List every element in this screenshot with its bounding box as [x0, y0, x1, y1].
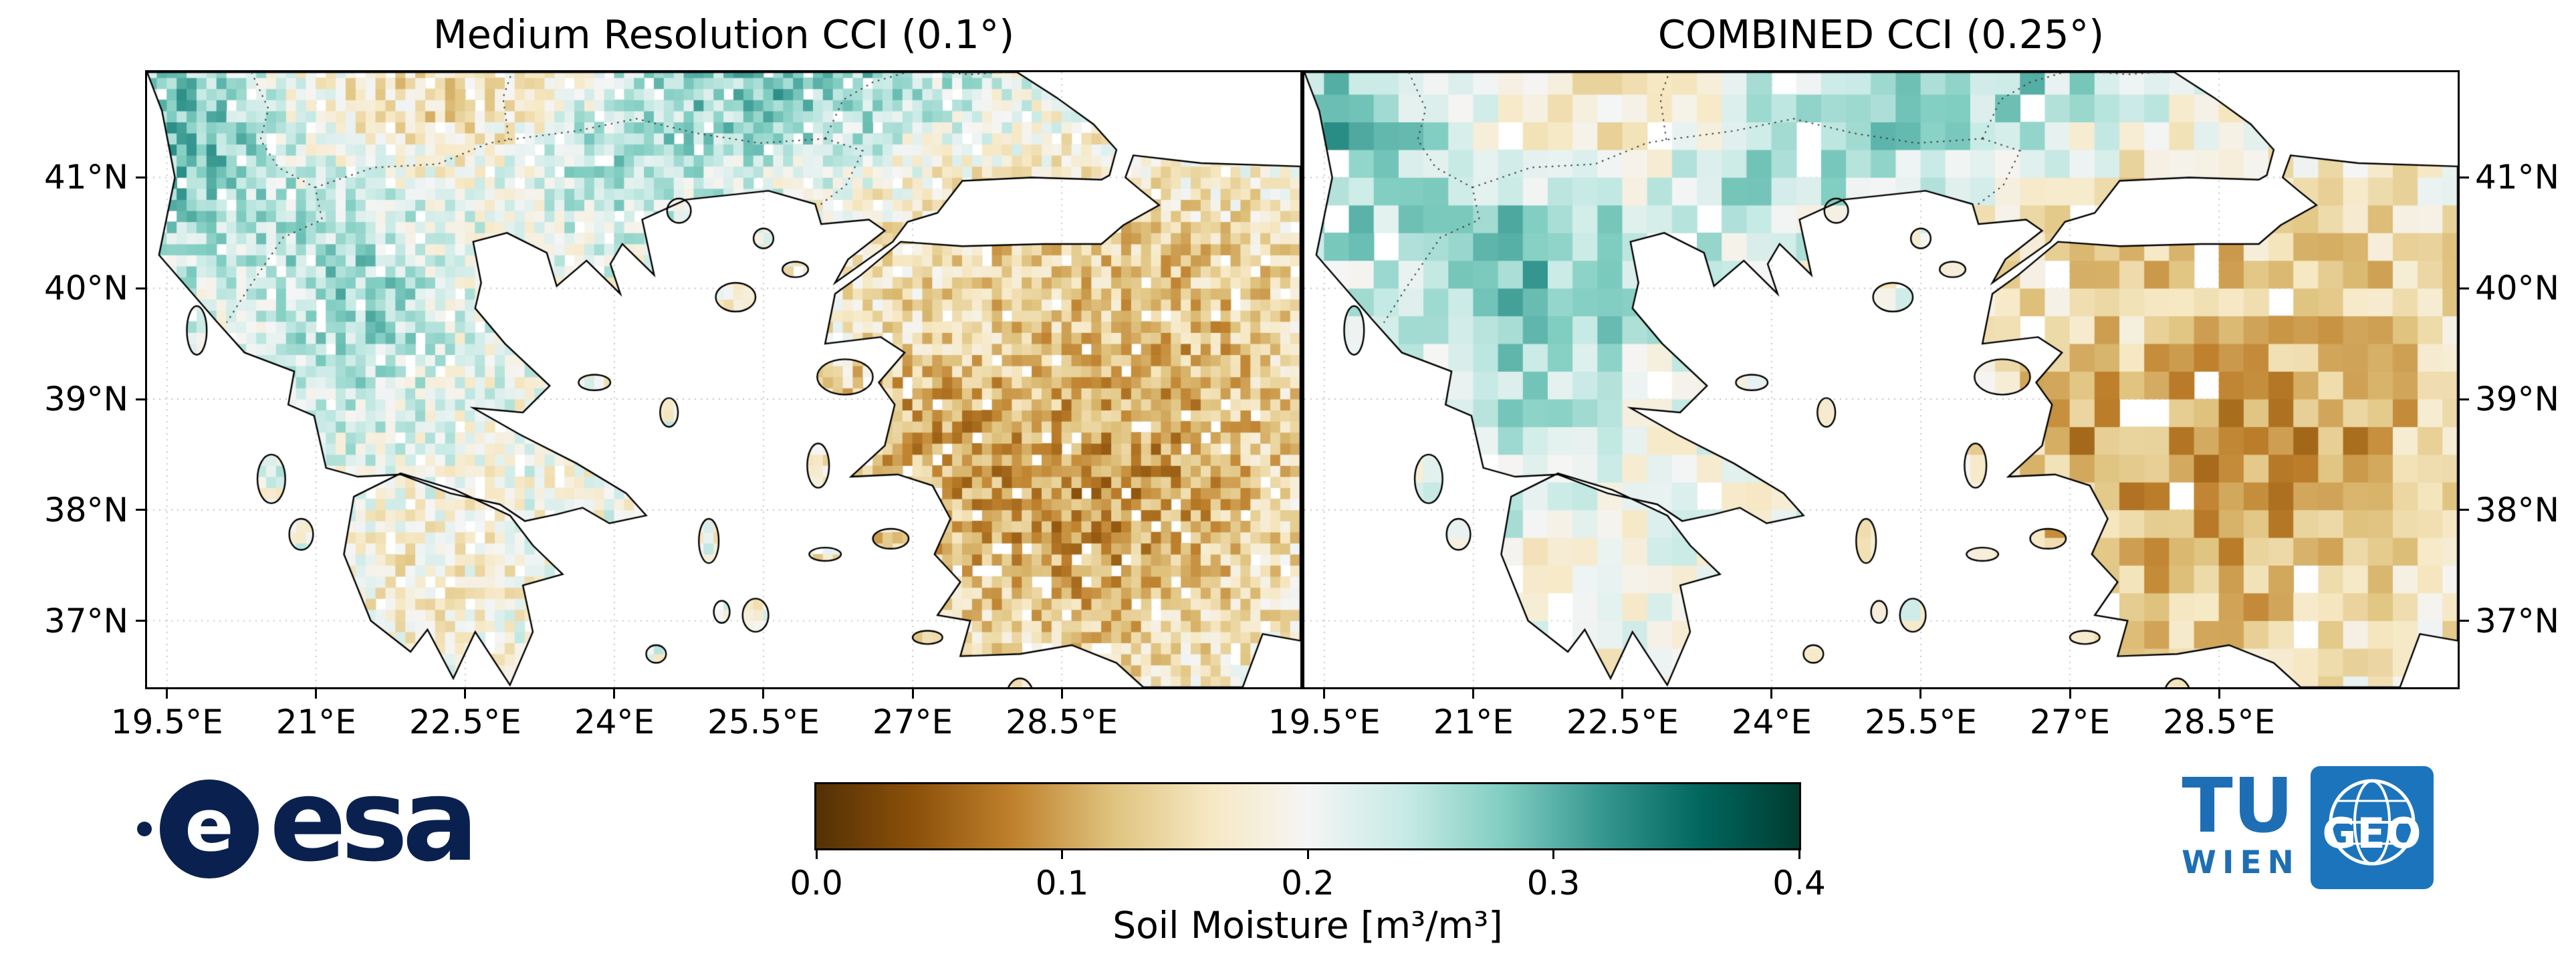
colorbar-label: Soil Moisture [m³/m³]	[1113, 904, 1503, 947]
lon-tick-mark	[613, 689, 616, 699]
lat-tick-label: 39°N	[2475, 380, 2560, 418]
map-medium-resolution-cci	[145, 70, 1302, 689]
lat-tick-label: 39°N	[43, 380, 128, 418]
lon-tick-mark	[1323, 689, 1326, 699]
map-combined-cci	[1302, 70, 2460, 689]
tu-wien-logo-tu-text: TU	[2182, 763, 2294, 850]
tu-wien-logo: TU WIEN	[2174, 763, 2301, 881]
lat-tick-mark	[2460, 509, 2469, 511]
geo-logo: GEO	[2311, 766, 2434, 889]
colorbar-tick-mark	[1798, 850, 1800, 859]
lat-tick-mark	[2460, 620, 2469, 622]
colorbar-tick-mark	[1061, 850, 1063, 859]
lon-tick-label: 21°E	[275, 703, 356, 741]
lon-tick-label: 24°E	[574, 703, 655, 741]
lon-tick-label: 28.5°E	[1006, 703, 1119, 741]
esa-wordmark: esa	[269, 755, 479, 887]
lon-tick-mark	[1919, 689, 1922, 699]
lon-tick-mark	[1472, 689, 1475, 699]
globe-icon	[2329, 779, 2416, 866]
lat-tick-label: 40°N	[2475, 269, 2560, 308]
lon-tick-label: 22.5°E	[1566, 703, 1679, 741]
lon-tick-label: 19.5°E	[110, 703, 223, 741]
lon-tick-mark	[1621, 689, 1624, 699]
colorbar-tick-label: 0.2	[1281, 864, 1334, 903]
lon-tick-label: 21°E	[1433, 703, 1514, 741]
lat-tick-mark	[136, 620, 145, 622]
esa-logo-dot-icon	[137, 822, 152, 836]
lat-tick-mark	[2460, 287, 2469, 289]
panel-title-combined: COMBINED CCI (0.25°)	[1657, 11, 2105, 57]
lon-tick-label: 28.5°E	[2163, 703, 2276, 741]
colorbar-tick-label: 0.3	[1526, 864, 1580, 903]
lat-tick-label: 41°N	[2475, 158, 2560, 197]
lon-tick-mark	[166, 689, 168, 699]
colorbar-tick-label: 0.1	[1035, 864, 1089, 903]
lon-tick-mark	[1060, 689, 1063, 699]
colorbar-tick-mark	[1306, 850, 1309, 859]
lon-tick-mark	[315, 689, 318, 699]
colorbar-gradient	[814, 782, 1801, 850]
lat-tick-mark	[2460, 398, 2469, 400]
lon-tick-mark	[911, 689, 914, 699]
lon-tick-label: 25.5°E	[1865, 703, 1977, 741]
lon-tick-label: 19.5°E	[1268, 703, 1381, 741]
esa-logo-e-disc-icon: e	[160, 780, 259, 878]
lat-tick-mark	[136, 509, 145, 511]
colorbar-tick-label: 0.0	[790, 864, 843, 903]
panel-title-medium-resolution: Medium Resolution CCI (0.1°)	[433, 11, 1015, 57]
lon-tick-label: 27°E	[872, 703, 953, 741]
tu-wien-logo-wien-text: WIEN	[2182, 844, 2300, 881]
lon-tick-mark	[1770, 689, 1773, 699]
lat-tick-label: 38°N	[43, 490, 128, 529]
lat-tick-label: 38°N	[2475, 490, 2560, 529]
lon-tick-label: 25.5°E	[707, 703, 820, 741]
lat-tick-mark	[136, 398, 145, 400]
lon-tick-mark	[762, 689, 765, 699]
lon-tick-mark	[2218, 689, 2220, 699]
lat-tick-label: 37°N	[43, 601, 128, 640]
colorbar-tick-mark	[815, 850, 818, 859]
colorbar-tick-mark	[1552, 850, 1554, 859]
esa-logo-e-letter: e	[185, 784, 234, 868]
lat-tick-label: 40°N	[43, 269, 128, 308]
lon-tick-label: 24°E	[1731, 703, 1812, 741]
lat-tick-mark	[136, 176, 145, 178]
lon-tick-label: 27°E	[2029, 703, 2111, 741]
lon-tick-mark	[464, 689, 467, 699]
lat-tick-label: 41°N	[43, 158, 128, 197]
lat-tick-label: 37°N	[2475, 601, 2560, 640]
lat-tick-mark	[2460, 176, 2469, 178]
lat-tick-mark	[136, 287, 145, 289]
colorbar-tick-label: 0.4	[1772, 864, 1826, 903]
esa-logo: e esa	[137, 764, 479, 889]
lon-tick-mark	[2069, 689, 2071, 699]
geo-logo-text: GEO	[2322, 809, 2422, 858]
lon-tick-label: 22.5°E	[408, 703, 521, 741]
